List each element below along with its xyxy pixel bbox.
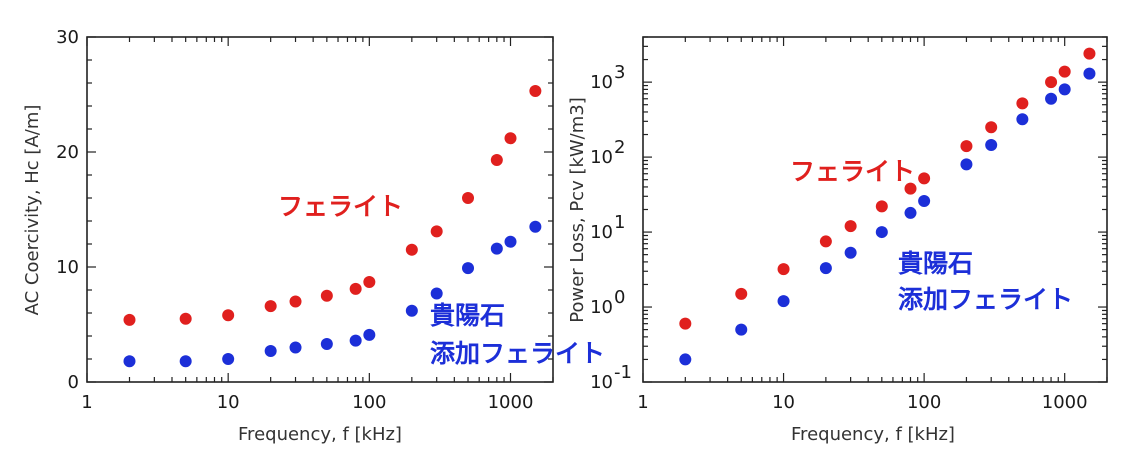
- y-tick-label: 10: [56, 257, 79, 278]
- ferrite-point-right: [1016, 97, 1029, 110]
- doped-ferrite-point-left: [462, 262, 475, 275]
- y-tick-label: 10: [590, 72, 613, 93]
- ferrite-point-left: [462, 192, 475, 204]
- doped-ferrite-point-right: [679, 353, 692, 366]
- y-tick-label: 10: [590, 372, 613, 393]
- y-tick-exponent: 0: [614, 287, 625, 308]
- ferrite-point-right: [960, 140, 973, 153]
- plot-frame-right: [642, 36, 1108, 383]
- doped-ferrite-point-right: [1058, 83, 1071, 96]
- ferrite-label-right: フェライト: [790, 157, 915, 186]
- y-ticks-left: 0 10 20 30: [56, 27, 553, 393]
- doped-ferrite-point-right: [1083, 67, 1096, 80]
- ferrite-point-right: [1045, 76, 1058, 89]
- x-tick-label: 1: [81, 392, 92, 413]
- ferrite-point-right: [875, 200, 888, 213]
- data-points-right: [679, 47, 1096, 366]
- y-tick-label: 10: [590, 222, 613, 243]
- ferrite-point-right: [735, 287, 748, 300]
- doped-ferrite-point-left: [363, 328, 376, 341]
- x-tick-label: 10: [217, 392, 240, 413]
- x-axis-label-left: Frequency, f [kHz]: [238, 424, 402, 445]
- ferrite-point-left: [363, 275, 376, 288]
- y-tick-exponent: -1: [614, 362, 632, 383]
- doped-label-left-line2: 添加フェライト: [430, 339, 605, 368]
- ferrite-point-left: [529, 85, 542, 98]
- doped-ferrite-point-left: [490, 242, 503, 255]
- ferrite-point-left: [504, 132, 517, 145]
- doped-label-right-line2: 添加フェライト: [898, 285, 1073, 314]
- doped-label-left-line1: 貴陽石: [430, 301, 505, 330]
- y-tick-label: 10: [590, 297, 613, 318]
- coercivity-chart: 1 10 100 1000 0 10 20 30 Frequency, f [kHz] AC…: [22, 27, 605, 445]
- ferrite-point-left: [405, 243, 418, 256]
- ferrite-point-right: [844, 220, 857, 233]
- ferrite-point-right: [777, 263, 790, 276]
- doped-ferrite-point-right: [1016, 113, 1029, 126]
- x-tick-label: 1: [637, 392, 648, 413]
- doped-ferrite-point-right: [777, 295, 790, 308]
- x-axis-label-right: Frequency, f [kHz]: [791, 424, 955, 445]
- doped-ferrite-point-left: [529, 220, 542, 233]
- x-tick-label: 10: [772, 392, 795, 413]
- doped-ferrite-point-left: [320, 338, 333, 351]
- doped-ferrite-point-right: [985, 139, 998, 152]
- doped-ferrite-point-right: [844, 246, 857, 259]
- doped-ferrite-point-right: [918, 194, 931, 207]
- y-tick-label: 30: [56, 27, 79, 48]
- doped-ferrite-point-right: [875, 226, 888, 239]
- doped-ferrite-point-left: [123, 355, 136, 368]
- doped-label-right-line1: 貴陽石: [898, 249, 973, 278]
- ferrite-point-right: [1058, 65, 1071, 78]
- ferrite-point-left: [490, 154, 503, 167]
- doped-ferrite-point-left: [289, 341, 302, 354]
- x-tick-label: 1000: [1042, 392, 1088, 413]
- data-points-left: [123, 85, 542, 368]
- ferrite-point-left: [222, 309, 235, 322]
- y-tick-label: 10: [590, 147, 613, 168]
- ferrite-label-left: フェライト: [278, 192, 403, 221]
- doped-ferrite-point-left: [264, 344, 277, 357]
- x-tick-label: 1000: [488, 392, 534, 413]
- x-ticks-left: 1 10 100 1000: [81, 37, 554, 413]
- doped-ferrite-point-left: [349, 334, 362, 347]
- doped-ferrite-point-left: [222, 353, 235, 365]
- y-tick-exponent: 3: [614, 62, 625, 83]
- x-ticks-right: 1 10 100 1000: [637, 37, 1108, 413]
- ferrite-point-right: [819, 235, 832, 248]
- ferrite-point-left: [289, 295, 302, 308]
- ferrite-point-right: [985, 121, 998, 134]
- ferrite-point-left: [123, 313, 136, 326]
- ferrite-point-right: [904, 182, 917, 195]
- plot-frame-left: [86, 36, 554, 383]
- y-tick-exponent: 1: [614, 212, 625, 233]
- ferrite-point-left: [179, 312, 192, 325]
- doped-ferrite-point-left: [504, 235, 517, 248]
- x-tick-label: 100: [907, 392, 941, 413]
- y-tick-label: 20: [56, 142, 79, 163]
- ferrite-point-right: [679, 317, 692, 330]
- doped-ferrite-point-right: [819, 262, 832, 275]
- y-axis-label-right: Power Loss, Pcv [kW/m3]: [567, 97, 588, 323]
- ferrite-point-left: [430, 225, 443, 238]
- doped-ferrite-point-right: [960, 158, 973, 171]
- ferrite-point-left: [264, 300, 277, 313]
- doped-ferrite-point-left: [405, 304, 418, 317]
- x-tick-label: 100: [352, 392, 386, 413]
- y-tick-exponent: 2: [614, 137, 625, 158]
- ferrite-point-right: [918, 172, 931, 185]
- y-tick-label: 0: [68, 372, 79, 393]
- doped-ferrite-point-left: [430, 287, 443, 300]
- doped-ferrite-point-left: [179, 355, 192, 368]
- ferrite-point-left: [320, 289, 333, 302]
- ferrite-point-left: [349, 282, 362, 295]
- doped-ferrite-point-right: [1045, 92, 1058, 105]
- doped-ferrite-point-right: [904, 206, 917, 219]
- y-axis-label-left: AC Coercivity, Hc [A/m]: [22, 105, 43, 316]
- doped-ferrite-point-right: [735, 323, 748, 336]
- ferrite-point-right: [1083, 47, 1096, 60]
